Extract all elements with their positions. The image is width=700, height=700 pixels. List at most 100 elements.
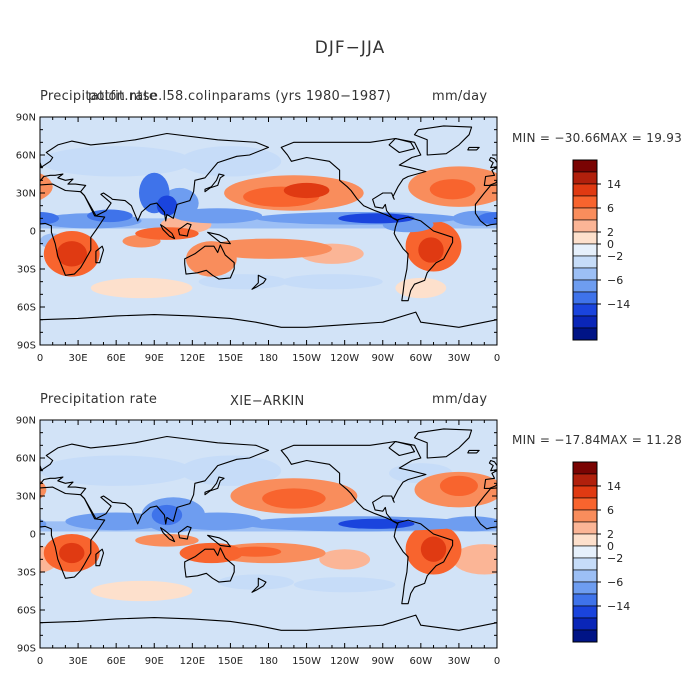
lat-tick-label: 60S — [17, 606, 36, 617]
lon-tick-label: 90W — [371, 353, 394, 364]
anomaly-blob — [40, 480, 47, 499]
coastline-madagascar — [95, 245, 105, 264]
lon-tick-label: 120E — [180, 353, 205, 364]
lon-tick-label: 0 — [494, 353, 500, 364]
lon-tick-label: 60E — [107, 656, 126, 667]
anomaly-blob — [173, 512, 263, 531]
coastline-baffin — [388, 440, 416, 457]
coastline-baffin — [388, 137, 416, 154]
panel-1-center-title: potfit.ntse.l58.colinparams (yrs 1980−19… — [88, 89, 391, 104]
lon-tick-label: 30W — [448, 353, 471, 364]
lon-tick-label: 60W — [410, 656, 433, 667]
colorbar-tick-label: 6 — [607, 504, 614, 517]
anomaly-blob — [173, 208, 263, 224]
anomaly-blob — [40, 212, 60, 225]
anomaly-blob — [90, 277, 193, 299]
colorbar-frame — [572, 159, 598, 341]
lat-tick-label: 90S — [17, 341, 36, 352]
colorbar-swatch — [572, 267, 598, 281]
lat-tick-label: 60S — [17, 303, 36, 314]
axis-ticks — [39, 419, 498, 649]
colorbar-swatch — [572, 521, 598, 535]
colorbar-swatch — [572, 461, 598, 475]
coastline-eurasia — [40, 132, 270, 222]
lon-tick-label: 180 — [259, 656, 278, 667]
coastline-greenland — [413, 428, 473, 459]
itcz-band — [40, 218, 497, 229]
anomaly-blob — [40, 519, 47, 529]
anomaly-blob — [217, 574, 294, 590]
colorbar-swatch — [572, 183, 598, 197]
lon-tick-label: 150W — [292, 656, 321, 667]
lon-tick-label: 150E — [218, 656, 243, 667]
colorbar-swatch — [572, 605, 598, 619]
axis-ticks — [39, 116, 498, 346]
colorbar-tick-label: 6 — [607, 202, 614, 215]
coastline-namerica — [280, 137, 427, 222]
lon-tick-label: 120W — [330, 656, 359, 667]
coastline-africa — [474, 184, 497, 227]
lon-tick-label: 90E — [145, 353, 164, 364]
coastline-eurasia — [40, 435, 270, 525]
coastline-newguinea — [207, 231, 231, 245]
anomaly-blob — [40, 455, 193, 486]
anomaly-blob — [429, 179, 476, 200]
colorbar-tick-label: −6 — [607, 576, 623, 589]
panel-1-units: mm/day — [432, 89, 488, 104]
anomaly-blob — [90, 580, 193, 602]
coastline-sumatra — [160, 527, 176, 543]
lon-tick-label: 120W — [330, 353, 359, 364]
lon-tick-label: 60W — [410, 353, 433, 364]
colorbar-swatch — [572, 303, 598, 317]
coastline-samerica — [393, 519, 454, 605]
colorbar-swatch — [572, 219, 598, 233]
anomaly-blob — [420, 536, 447, 562]
precip-field — [40, 420, 497, 648]
anomaly-blob — [40, 213, 47, 224]
colorbar-tick-label: −2 — [607, 552, 623, 565]
panel-2-units: mm/day — [432, 392, 488, 407]
coastline-newzealand — [251, 274, 267, 290]
coastline-samerica — [393, 216, 454, 302]
colorbar-swatch — [572, 545, 598, 559]
anomaly-blob — [319, 549, 371, 570]
colorbar-tick-label: 14 — [607, 480, 621, 493]
lon-tick-label: 0 — [37, 656, 43, 667]
coastline-iceland — [467, 146, 480, 151]
colorbar-swatch — [572, 171, 598, 185]
anomaly-blob — [338, 213, 415, 224]
anomaly-blob — [135, 534, 199, 547]
page-title: DJF−JJA — [314, 38, 386, 58]
coastline-australia — [184, 244, 235, 280]
lat-tick-label: 0 — [30, 530, 36, 541]
panel-1-left-title: Precipitation rate — [40, 89, 158, 104]
lat-tick-label: 30S — [17, 568, 36, 579]
coastline-japan — [204, 476, 225, 496]
colorbar-swatch — [572, 279, 598, 293]
lon-tick-label: 0 — [37, 353, 43, 364]
colorbar-swatch — [572, 255, 598, 269]
panel-1-min-label: MIN = −30.66 — [512, 131, 601, 145]
lon-tick-label: 30E — [69, 353, 88, 364]
anomaly-blob — [395, 277, 447, 299]
colorbar-swatch — [572, 159, 598, 173]
panel-2-center-title: XIE−ARKIN — [230, 394, 305, 409]
coastlines — [40, 125, 497, 345]
anomaly-blob — [65, 512, 167, 531]
panel-2-left-title: Precipitation rate — [40, 392, 158, 407]
colorbar-swatch — [572, 243, 598, 257]
colorbar-swatch — [572, 195, 598, 209]
lat-tick-label: 0 — [30, 227, 36, 238]
colorbar-tick-label: −14 — [607, 298, 630, 311]
anomaly-blob — [179, 455, 282, 486]
panel-2-min-label: MIN = −17.84 — [512, 433, 601, 447]
lat-tick-label: 30N — [16, 492, 36, 503]
anomaly-blob — [56, 241, 87, 267]
coastline-uk — [488, 156, 497, 169]
coastline-antarctica — [40, 614, 497, 648]
coastline-japan — [204, 173, 225, 193]
colorbar-swatch — [572, 291, 598, 305]
